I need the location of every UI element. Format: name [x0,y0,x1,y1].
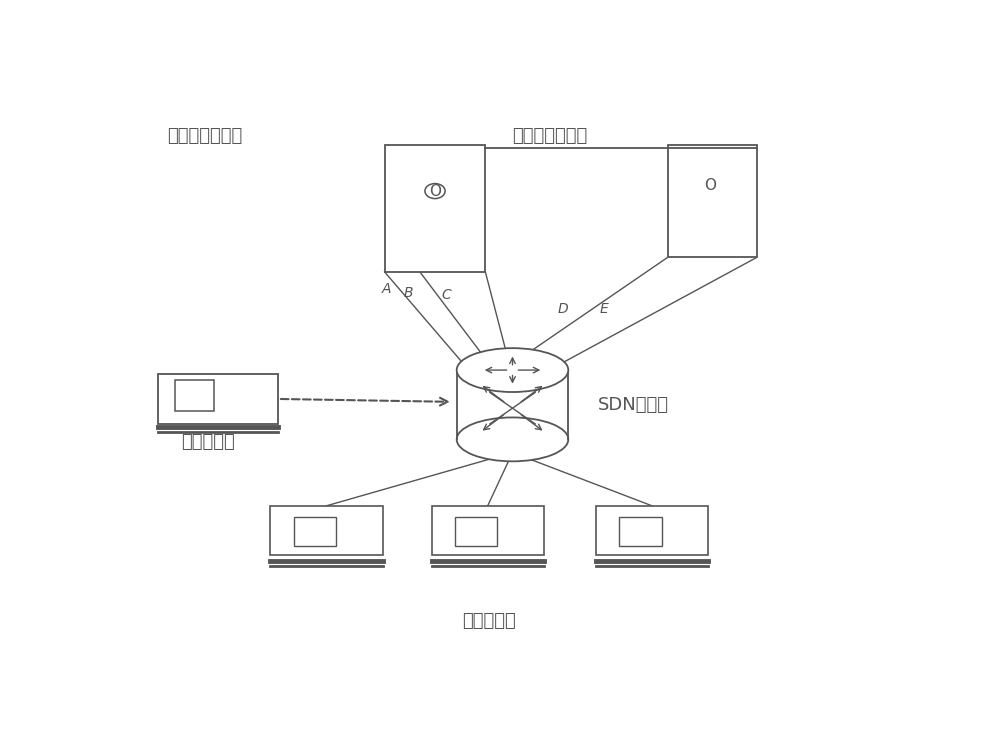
Text: C: C [442,288,452,302]
FancyBboxPatch shape [158,374,278,424]
FancyBboxPatch shape [668,145,757,257]
Text: O: O [704,178,716,193]
Text: 管理服务器: 管理服务器 [181,433,235,451]
Ellipse shape [457,348,568,392]
FancyBboxPatch shape [385,145,485,272]
FancyBboxPatch shape [175,380,214,412]
Text: A: A [382,282,392,296]
FancyBboxPatch shape [457,370,568,440]
Text: 运营商网络核心: 运营商网络核心 [512,128,588,146]
Text: D: D [558,302,568,316]
Text: 运营商网络核心: 运营商网络核心 [168,128,243,146]
FancyBboxPatch shape [432,506,544,555]
FancyBboxPatch shape [455,518,497,546]
FancyBboxPatch shape [596,506,708,555]
Text: SDN交换机: SDN交换机 [598,396,669,414]
FancyBboxPatch shape [294,518,336,546]
Text: B: B [403,286,413,300]
FancyBboxPatch shape [270,506,383,555]
Text: O: O [429,184,441,199]
Text: E: E [600,302,608,316]
FancyBboxPatch shape [619,518,662,546]
Ellipse shape [457,418,568,461]
Text: 服务器集群: 服务器集群 [462,612,516,630]
